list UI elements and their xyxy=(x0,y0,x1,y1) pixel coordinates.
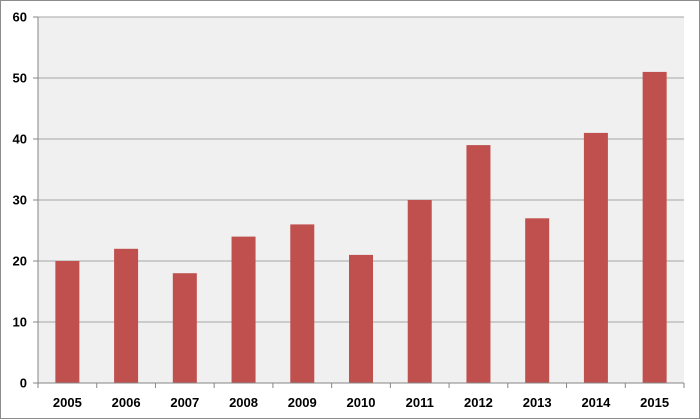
x-tick-label: 2009 xyxy=(288,395,317,410)
x-tick-label: 2005 xyxy=(53,395,82,410)
axes xyxy=(33,16,685,388)
x-tick-label: 2013 xyxy=(523,395,552,410)
y-tick-label: 40 xyxy=(13,132,27,147)
y-tick-label: 20 xyxy=(13,254,27,269)
x-tick-label: 2011 xyxy=(406,395,434,410)
x-tick-label: 2014 xyxy=(581,395,611,410)
bar-2006 xyxy=(114,248,139,383)
bar-2011 xyxy=(407,200,432,383)
bar-2015 xyxy=(642,71,667,384)
x-tick-label: 2015 xyxy=(640,395,669,410)
y-tick-label: 0 xyxy=(20,376,27,391)
bar-2012 xyxy=(466,145,491,383)
bar-2014 xyxy=(583,132,608,383)
bar-2009 xyxy=(290,224,315,383)
bar-2005 xyxy=(55,261,80,383)
y-tick-label: 50 xyxy=(13,71,27,86)
x-tick-label: 2007 xyxy=(170,395,199,410)
bar-2013 xyxy=(525,218,550,383)
y-tick-label: 30 xyxy=(13,193,27,208)
x-tick-label: 2008 xyxy=(229,395,258,410)
x-tick-label: 2006 xyxy=(112,395,141,410)
bars xyxy=(55,71,667,384)
y-tick-label: 10 xyxy=(13,315,27,330)
bar-2008 xyxy=(231,236,256,383)
bar-2007 xyxy=(172,273,197,383)
x-tick-labels: 2005 2006 2007 2008 2009 2010 2011 2012 2013 2014… xyxy=(53,395,669,410)
bar-2010 xyxy=(349,254,373,383)
x-tick-label: 2010 xyxy=(347,395,376,410)
y-tick-label: 60 xyxy=(13,10,27,25)
x-tick-label: 2012 xyxy=(464,395,493,410)
y-tick-labels: 0 10 20 30 40 50 60 xyxy=(13,10,27,391)
